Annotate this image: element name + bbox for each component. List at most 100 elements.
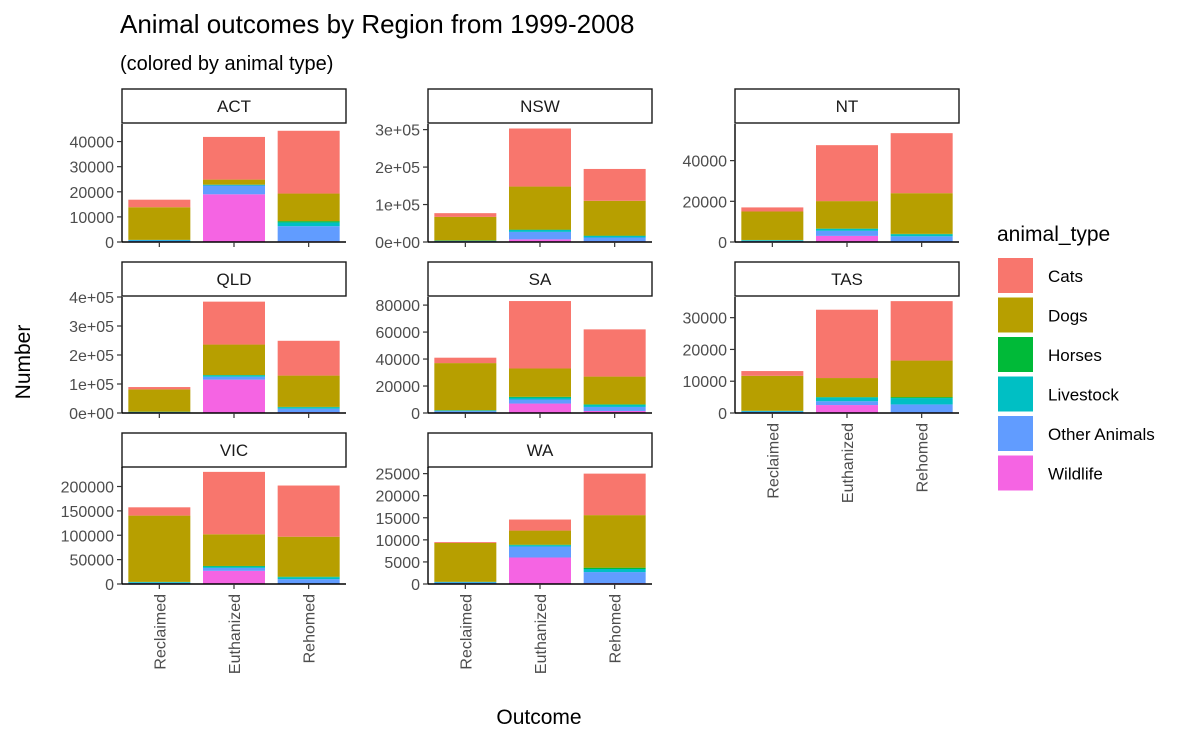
- bar-wa-euthanized-other-animals: [509, 546, 571, 558]
- bar-tas-reclaimed-dogs: [741, 375, 804, 411]
- bar-nt-reclaimed-livestock: [741, 240, 804, 241]
- facet-strip: [427, 261, 653, 297]
- bar-wa-rehomed-horses: [583, 567, 646, 569]
- bar-sa-euthanized-horses: [509, 396, 571, 398]
- y-tick-label: 20000: [70, 185, 115, 202]
- facet-strip: [121, 261, 347, 297]
- facet-panel-vic: VIC 0 50000 100000 150000 200000 Reclaimed Euth…: [61, 432, 347, 674]
- bar-vic-reclaimed-other-animals: [128, 582, 191, 584]
- facet-strip-label: NSW: [520, 97, 560, 116]
- x-tick-label: Rehomed: [302, 594, 319, 663]
- legend-title: animal_type: [997, 223, 1110, 246]
- bar-wa-rehomed-cats: [583, 473, 646, 516]
- bar-nt-reclaimed-dogs: [741, 211, 804, 240]
- x-tick-label: Reclaimed: [765, 423, 782, 499]
- bar-qld-rehomed-cats: [277, 340, 340, 376]
- bar-sa-reclaimed-other-animals: [434, 411, 497, 413]
- facet-panel-tas: TAS 0 10000 20000 30000 Reclaimed Euthanized Re…: [683, 261, 960, 503]
- legend-label-other-animals: Other Animals: [1048, 425, 1155, 444]
- bar-nsw-rehomed-cats: [583, 168, 646, 201]
- facet-strip-label: VIC: [220, 441, 248, 460]
- y-tick-label: 30000: [683, 311, 728, 328]
- bar-nsw-euthanized-wildlife: [509, 239, 571, 242]
- bar-nsw-euthanized-cats: [509, 128, 571, 187]
- bar-vic-reclaimed-cats: [128, 507, 191, 516]
- bar-act-reclaimed-cats: [128, 199, 191, 208]
- bar-tas-rehomed-horses: [890, 397, 953, 399]
- bar-wa-euthanized-wildlife: [509, 557, 571, 584]
- bar-sa-rehomed-dogs: [583, 376, 646, 405]
- y-tick-label: 3e+05: [69, 319, 114, 336]
- legend-label-dogs: Dogs: [1048, 307, 1088, 326]
- bar-nsw-euthanized-livestock: [509, 230, 571, 232]
- y-tick-label: 2e+05: [375, 160, 420, 177]
- y-tick-label: 10000: [376, 533, 421, 550]
- bar-sa-rehomed-wildlife: [583, 410, 646, 413]
- bar-qld-reclaimed-dogs: [128, 389, 191, 412]
- bar-nt-euthanized-livestock: [816, 228, 878, 231]
- y-tick-label: 0e+00: [375, 235, 420, 252]
- legend-key-wildlife: [998, 455, 1033, 491]
- y-tick-label: 200000: [61, 480, 114, 497]
- bar-sa-reclaimed-dogs: [434, 363, 497, 411]
- x-tick-label: Reclaimed: [152, 594, 169, 670]
- bar-sa-rehomed-other-animals: [583, 406, 646, 411]
- facet-strip-label: TAS: [831, 270, 863, 289]
- y-tick-label: 20000: [683, 194, 728, 211]
- bar-tas-rehomed-other-animals: [890, 404, 953, 413]
- bar-vic-reclaimed-dogs: [128, 515, 191, 582]
- bar-vic-rehomed-other-animals: [277, 579, 340, 584]
- y-tick-label: 30000: [70, 160, 115, 177]
- bar-nt-reclaimed-cats: [741, 207, 804, 212]
- bar-nt-rehomed-cats: [890, 133, 953, 194]
- x-tick-label: Rehomed: [915, 423, 932, 492]
- bar-sa-euthanized-dogs: [509, 368, 571, 397]
- bar-nt-euthanized-other-animals: [816, 230, 878, 236]
- bar-wa-rehomed-livestock: [583, 568, 646, 573]
- bar-sa-euthanized-other-animals: [509, 399, 571, 404]
- bar-sa-rehomed-horses: [583, 404, 646, 405]
- y-tick-label: 2e+05: [69, 348, 114, 365]
- bar-act-rehomed-dogs: [277, 193, 340, 222]
- bar-nt-rehomed-other-animals: [890, 236, 953, 242]
- y-tick-label: 20000: [376, 379, 421, 396]
- bar-nsw-rehomed-other-animals: [583, 237, 646, 242]
- y-tick-label: 0: [105, 235, 114, 252]
- bar-qld-euthanized-cats: [203, 301, 265, 345]
- facet-strip-label: QLD: [217, 270, 252, 289]
- bar-vic-euthanized-livestock: [203, 566, 265, 568]
- bar-sa-reclaimed-livestock: [434, 410, 497, 412]
- y-tick-label: 80000: [376, 298, 421, 315]
- facet-panel-sa: SA 0 20000 40000 60000 80000: [376, 261, 653, 423]
- legend-label-horses: Horses: [1048, 346, 1102, 365]
- bar-sa-euthanized-cats: [509, 301, 571, 369]
- facet-strip-label: SA: [529, 270, 552, 289]
- bar-vic-rehomed-cats: [277, 485, 340, 537]
- bar-wa-euthanized-livestock: [509, 545, 571, 547]
- y-tick-label: 0: [411, 577, 420, 594]
- y-axis-title: Number: [12, 325, 35, 400]
- bar-tas-rehomed-dogs: [890, 360, 953, 398]
- bar-qld-rehomed-other-animals: [277, 408, 340, 413]
- bar-wa-rehomed-dogs: [583, 515, 646, 568]
- bar-act-rehomed-horses: [277, 221, 340, 223]
- bar-qld-euthanized-wildlife: [203, 379, 265, 413]
- bar-wa-rehomed-other-animals: [583, 572, 646, 584]
- bar-nt-rehomed-dogs: [890, 193, 953, 234]
- x-tick-label: Euthanized: [840, 423, 857, 503]
- bar-act-euthanized-other-animals: [203, 185, 265, 195]
- facet-strip-label: NT: [836, 97, 859, 116]
- bar-qld-rehomed-dogs: [277, 375, 340, 407]
- x-tick-label: Reclaimed: [458, 594, 475, 670]
- bar-sa-euthanized-livestock: [509, 397, 571, 400]
- bar-wa-euthanized-cats: [509, 519, 571, 531]
- legend-key-dogs: [998, 297, 1033, 333]
- y-tick-label: 10000: [683, 374, 728, 391]
- y-tick-label: 50000: [70, 553, 115, 570]
- y-tick-label: 0: [718, 406, 727, 423]
- bar-wa-reclaimed-other-animals: [434, 582, 497, 584]
- bar-nt-euthanized-dogs: [816, 201, 878, 229]
- legend-label-livestock: Livestock: [1048, 386, 1119, 405]
- legend-label-cats: Cats: [1048, 267, 1083, 286]
- bar-sa-rehomed-livestock: [583, 404, 646, 407]
